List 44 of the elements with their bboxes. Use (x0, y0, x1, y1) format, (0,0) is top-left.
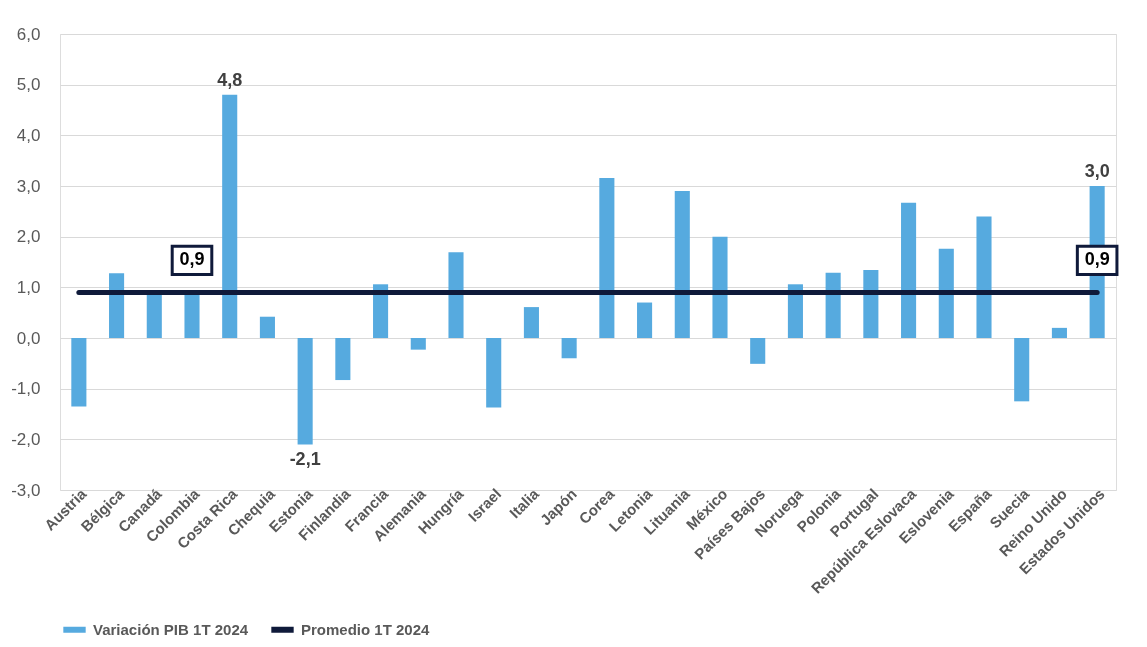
bar (1014, 338, 1030, 402)
data-label: 4,8 (217, 69, 243, 90)
bar (561, 338, 577, 359)
bar (335, 338, 351, 381)
data-label: 0,9 (179, 249, 205, 270)
bar (184, 292, 200, 338)
bar (863, 270, 879, 338)
bar (825, 272, 841, 338)
bar (146, 292, 162, 338)
bar (486, 338, 502, 408)
bar (712, 236, 728, 338)
bar (523, 307, 539, 338)
bar (938, 248, 954, 338)
bar (674, 191, 690, 338)
data-label: 3,0 (1084, 161, 1110, 181)
bar (259, 316, 275, 338)
bar (976, 216, 992, 338)
y-tick-label: 1,0 (16, 277, 41, 297)
data-label: 0,9 (1084, 249, 1110, 270)
y-tick-label: 2,0 (16, 227, 41, 247)
bar (109, 273, 125, 338)
data-label: -2,1 (289, 449, 321, 470)
bar (373, 284, 389, 338)
y-tick-label: -1,0 (11, 379, 41, 399)
y-tick-label: 0,0 (16, 328, 41, 348)
bar (901, 202, 917, 338)
bar (787, 284, 803, 338)
y-tick-label: 6,0 (16, 24, 41, 44)
legend-label: Promedio 1T 2024 (301, 620, 431, 638)
y-tick-label: 4,0 (16, 125, 41, 145)
bar (410, 338, 426, 350)
bar (71, 338, 87, 407)
bar (750, 338, 766, 364)
legend-label: Variación PIB 1T 2024 (93, 620, 249, 638)
bar (222, 94, 238, 338)
y-tick-label: 5,0 (16, 75, 41, 95)
bar (1051, 327, 1067, 338)
y-tick-label: -3,0 (11, 480, 41, 500)
y-tick-label: -2,0 (11, 429, 41, 449)
bar (297, 338, 313, 445)
bar (448, 252, 464, 338)
y-tick-label: 3,0 (16, 176, 41, 196)
bar (599, 177, 615, 338)
bar (637, 302, 653, 338)
